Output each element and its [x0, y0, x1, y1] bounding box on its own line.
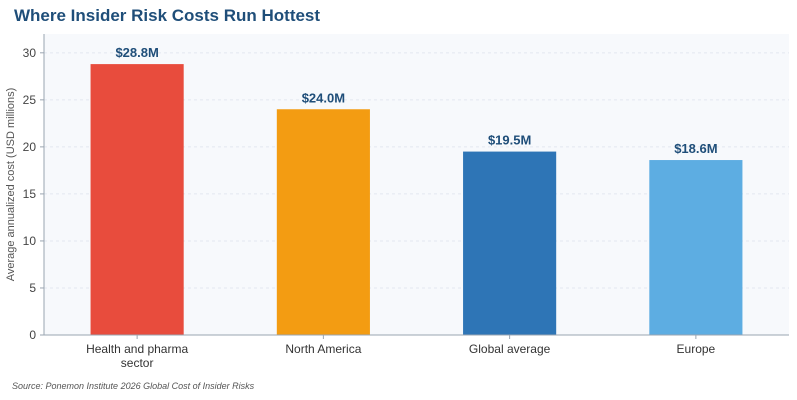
- bar: [276, 109, 370, 335]
- x-tick-label: Health and pharma: [86, 342, 188, 356]
- bar: [463, 151, 557, 335]
- bar: [649, 160, 743, 335]
- bar: [90, 64, 184, 335]
- x-tick-label: Europe: [677, 342, 716, 356]
- y-tick-label: 30: [23, 46, 37, 60]
- y-tick-label: 15: [23, 187, 37, 201]
- y-tick-label: 5: [29, 281, 36, 295]
- x-tick-label: Global average: [469, 342, 551, 356]
- data-label: $24.0M: [302, 90, 345, 105]
- y-tick-label: 10: [23, 234, 37, 248]
- bars: $28.8M $24.0M $19.5M $18.6M: [90, 45, 743, 335]
- chart-title: Where Insider Risk Costs Run Hottest: [14, 6, 321, 25]
- y-tick-label: 25: [23, 93, 37, 107]
- y-tick-label: 20: [23, 140, 37, 154]
- data-label: $18.6M: [674, 141, 717, 156]
- x-tick-label: North America: [285, 342, 361, 356]
- x-tick-label: sector: [121, 356, 154, 370]
- source-note: Source: Ponemon Institute 2026 Global Co…: [12, 381, 255, 391]
- data-label: $19.5M: [488, 133, 531, 148]
- data-label: $28.8M: [115, 45, 158, 60]
- y-axis-label: Average annualized cost (USD millions): [5, 88, 17, 282]
- y-tick-label: 0: [29, 328, 36, 342]
